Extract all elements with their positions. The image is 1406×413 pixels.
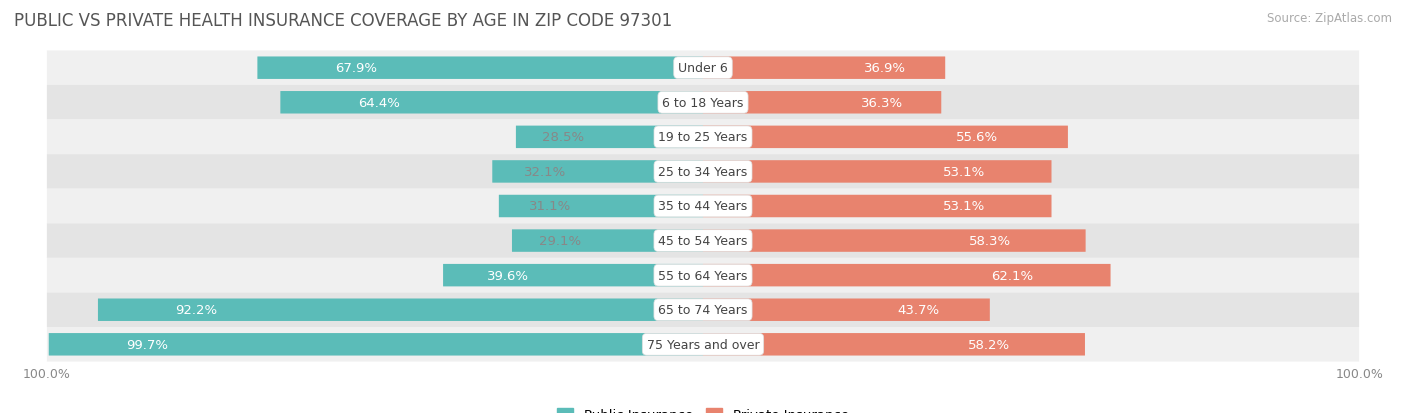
- Text: 58.3%: 58.3%: [969, 235, 1011, 247]
- FancyBboxPatch shape: [46, 189, 1360, 224]
- Text: 92.2%: 92.2%: [176, 304, 218, 316]
- Text: Source: ZipAtlas.com: Source: ZipAtlas.com: [1267, 12, 1392, 25]
- FancyBboxPatch shape: [49, 333, 703, 356]
- FancyBboxPatch shape: [492, 161, 703, 183]
- FancyBboxPatch shape: [46, 120, 1360, 155]
- Text: 29.1%: 29.1%: [538, 235, 581, 247]
- Text: 35 to 44 Years: 35 to 44 Years: [658, 200, 748, 213]
- FancyBboxPatch shape: [46, 86, 1360, 120]
- Text: 65 to 74 Years: 65 to 74 Years: [658, 304, 748, 316]
- FancyBboxPatch shape: [703, 161, 1052, 183]
- FancyBboxPatch shape: [703, 230, 1085, 252]
- Text: PUBLIC VS PRIVATE HEALTH INSURANCE COVERAGE BY AGE IN ZIP CODE 97301: PUBLIC VS PRIVATE HEALTH INSURANCE COVER…: [14, 12, 672, 30]
- FancyBboxPatch shape: [703, 57, 945, 80]
- Text: 25 to 34 Years: 25 to 34 Years: [658, 166, 748, 178]
- FancyBboxPatch shape: [46, 224, 1360, 258]
- FancyBboxPatch shape: [703, 126, 1069, 149]
- Text: 36.9%: 36.9%: [863, 62, 905, 75]
- Text: 43.7%: 43.7%: [897, 304, 939, 316]
- Text: 75 Years and over: 75 Years and over: [647, 338, 759, 351]
- Text: 99.7%: 99.7%: [127, 338, 169, 351]
- Text: 62.1%: 62.1%: [991, 269, 1033, 282]
- FancyBboxPatch shape: [280, 92, 703, 114]
- FancyBboxPatch shape: [46, 258, 1360, 293]
- Text: 64.4%: 64.4%: [359, 97, 399, 109]
- Text: 28.5%: 28.5%: [541, 131, 583, 144]
- FancyBboxPatch shape: [703, 299, 990, 321]
- Text: 58.2%: 58.2%: [969, 338, 1011, 351]
- Text: 55 to 64 Years: 55 to 64 Years: [658, 269, 748, 282]
- Text: 55.6%: 55.6%: [956, 131, 998, 144]
- FancyBboxPatch shape: [46, 327, 1360, 362]
- Text: 67.9%: 67.9%: [335, 62, 377, 75]
- FancyBboxPatch shape: [46, 155, 1360, 189]
- FancyBboxPatch shape: [703, 195, 1052, 218]
- Text: 39.6%: 39.6%: [486, 269, 529, 282]
- Text: 32.1%: 32.1%: [524, 166, 567, 178]
- FancyBboxPatch shape: [512, 230, 703, 252]
- Text: 6 to 18 Years: 6 to 18 Years: [662, 97, 744, 109]
- Legend: Public Insurance, Private Insurance: Public Insurance, Private Insurance: [553, 402, 853, 413]
- FancyBboxPatch shape: [46, 51, 1360, 86]
- Text: 36.3%: 36.3%: [860, 97, 903, 109]
- FancyBboxPatch shape: [46, 293, 1360, 327]
- FancyBboxPatch shape: [703, 92, 941, 114]
- FancyBboxPatch shape: [703, 333, 1085, 356]
- FancyBboxPatch shape: [516, 126, 703, 149]
- FancyBboxPatch shape: [257, 57, 703, 80]
- Text: 53.1%: 53.1%: [943, 200, 986, 213]
- FancyBboxPatch shape: [98, 299, 703, 321]
- FancyBboxPatch shape: [443, 264, 703, 287]
- Text: 45 to 54 Years: 45 to 54 Years: [658, 235, 748, 247]
- Text: Under 6: Under 6: [678, 62, 728, 75]
- Text: 53.1%: 53.1%: [943, 166, 986, 178]
- FancyBboxPatch shape: [703, 264, 1111, 287]
- FancyBboxPatch shape: [499, 195, 703, 218]
- Text: 19 to 25 Years: 19 to 25 Years: [658, 131, 748, 144]
- Text: 31.1%: 31.1%: [529, 200, 571, 213]
